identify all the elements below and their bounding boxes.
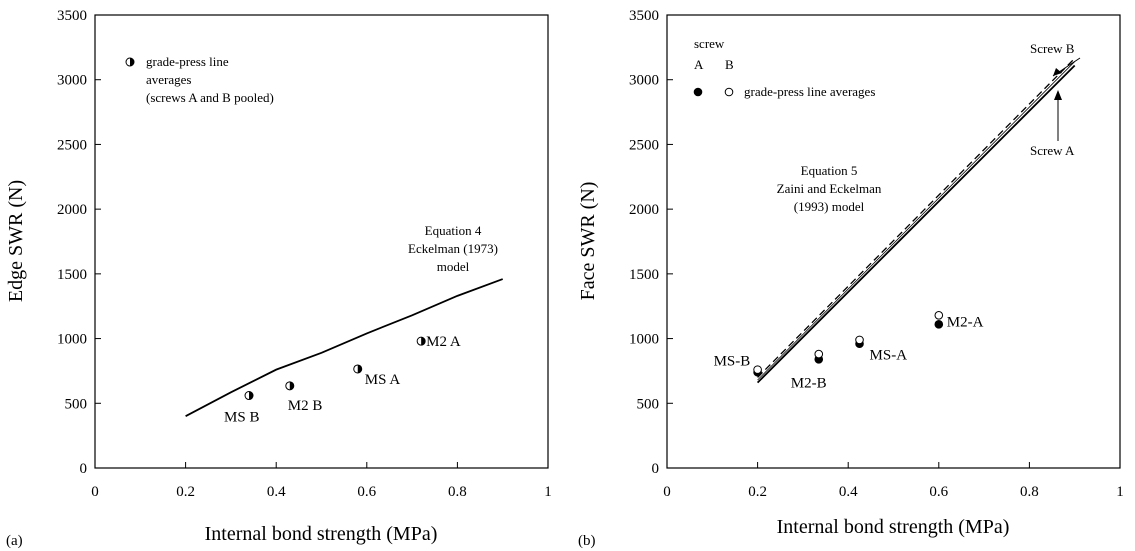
legend-marker-filled-b [693, 87, 703, 97]
screw-b-label: Screw B [1030, 41, 1075, 56]
y-tick-label: 3500 [57, 8, 87, 24]
y-tick-label: 1500 [629, 267, 659, 283]
data-point-screw-b [753, 365, 762, 374]
model-annotation-b: Equation 5 Zaini and Eckelman (1993) mod… [777, 163, 882, 214]
model-line-dashed [757, 57, 1076, 378]
point-label: MS B [224, 410, 259, 426]
data-point [285, 381, 295, 391]
points-b [753, 310, 944, 377]
x-tick-label: 0.2 [748, 484, 767, 500]
plot-frame-b [666, 14, 1121, 469]
x-tick-label: 0 [91, 484, 99, 500]
screw-a-label: Screw A [1030, 143, 1075, 158]
y-tick-label: 2500 [629, 137, 659, 153]
panel-label-b: (b) [578, 533, 596, 549]
legend-marker-a [125, 57, 135, 67]
screw-b-arrowhead [1053, 68, 1062, 76]
y-axis-label-a: Edge SWR (N) [5, 180, 27, 302]
panel-label-a: (a) [6, 533, 23, 549]
y-axis-label-b: Face SWR (N) [577, 182, 599, 301]
x-axis-label-b: Internal bond strength (MPa) [777, 516, 1010, 538]
model-line-thin [757, 61, 1075, 381]
model-lines-b [756, 57, 1076, 384]
x-tick-label: 0.8 [1020, 484, 1039, 500]
y-tick-label: 0 [652, 461, 660, 477]
annotation-line-3-a: model [437, 259, 470, 274]
y-tick-label: 500 [65, 396, 88, 412]
y-tick-label: 1000 [57, 332, 87, 348]
y-tick-label: 2000 [629, 202, 659, 218]
point-label: MS-A [870, 348, 908, 364]
annotation-line-2-b: Zaini and Eckelman [777, 181, 882, 196]
annotation-line-3-b: (1993) model [794, 199, 865, 214]
legend-line-1-a: grade-press line [146, 54, 229, 69]
y-tick-label: 3000 [57, 73, 87, 89]
point-label: MS A [365, 372, 401, 388]
x-tick-label: 1 [1116, 484, 1124, 500]
point-label: MS-B [714, 354, 751, 370]
legend-col-a-b: A [694, 57, 704, 72]
screw-a-annotation: Screw A [1030, 90, 1075, 158]
y-tick-label: 3000 [629, 73, 659, 89]
y-tick-label: 2500 [57, 137, 87, 153]
legend-title-b: screw [694, 36, 725, 51]
x-tick-label: 0.6 [929, 484, 948, 500]
point-label: M2-B [791, 375, 827, 391]
legend-a: grade-press line averages (screws A and … [125, 54, 274, 105]
legend-b: screw A B grade-press line averages [693, 36, 875, 99]
model-line-solid [756, 64, 1076, 384]
annotation-line-1-a: Equation 4 [425, 223, 482, 238]
x-tick-label: 0.6 [357, 484, 376, 500]
x-ticks-a: 0 0.2 0.4 0.6 0.8 1 [91, 462, 552, 500]
y-tick-label: 1000 [629, 332, 659, 348]
x-ticks-b: 0 0.2 0.4 0.6 0.8 1 [663, 462, 1124, 500]
annotation-line-1-b: Equation 5 [801, 163, 858, 178]
data-point-screw-b [934, 310, 944, 320]
y-tick-label: 2000 [57, 202, 87, 218]
plot-frame-a [94, 14, 549, 469]
model-lines-a [185, 278, 504, 418]
data-point [244, 391, 254, 401]
x-tick-label: 1 [544, 484, 552, 500]
data-point-screw-a [934, 320, 944, 329]
point-label: M2 A [426, 334, 461, 350]
y-tick-label: 500 [637, 396, 660, 412]
x-tick-label: 0 [663, 484, 671, 500]
data-point-screw-b [855, 335, 864, 345]
x-tick-label: 0.8 [448, 484, 467, 500]
legend-col-b-b: B [725, 57, 734, 72]
data-point [416, 336, 426, 346]
y-tick-label: 3500 [629, 8, 659, 24]
points-a: MS B M2 B MS A M2 A [224, 334, 461, 425]
legend-line-3-a: (screws A and B pooled) [146, 90, 274, 105]
y-tick-label: 1500 [57, 267, 87, 283]
y-ticks-b: 0 500 1000 1500 2000 2500 3000 3500 [629, 8, 673, 477]
data-point [353, 364, 363, 374]
legend-marker-open-b [724, 87, 734, 97]
legend-line-2-a: averages [146, 72, 191, 87]
point-label: M2-A [947, 315, 984, 331]
x-tick-label: 0.4 [839, 484, 858, 500]
data-point-screw-b [814, 349, 824, 359]
annotation-line-2-a: Eckelman (1973) [408, 241, 498, 256]
point-label: M2 B [288, 398, 323, 414]
screw-b-annotation: Screw B [1030, 41, 1081, 77]
model-line-solid [185, 278, 504, 418]
x-tick-label: 0.4 [267, 484, 286, 500]
y-tick-label: 0 [80, 461, 88, 477]
legend-text-b: grade-press line averages [744, 84, 875, 99]
model-annotation-a: Equation 4 Eckelman (1973) model [408, 223, 498, 274]
point-labels-b: MS-B M2-B MS-A M2-A [714, 315, 984, 392]
screw-a-arrowhead [1054, 90, 1062, 100]
x-axis-label-a: Internal bond strength (MPa) [205, 523, 438, 545]
x-tick-label: 0.2 [176, 484, 195, 500]
y-ticks-a: 0 500 1000 1500 2000 2500 3000 3500 [57, 8, 101, 477]
